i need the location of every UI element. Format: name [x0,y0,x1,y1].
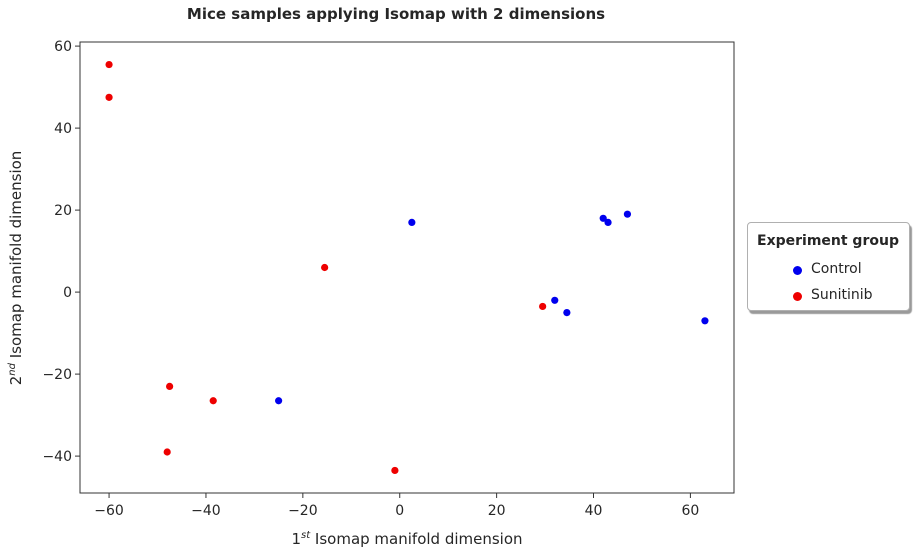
point-sunitinib [209,397,217,405]
point-control [563,309,571,317]
point-sunitinib [539,302,547,311]
legend-label-control: Control [811,261,862,277]
point-sunitinib [391,466,399,475]
x-tick-label: −20 [288,503,318,519]
x-tick-label: 60 [681,503,699,519]
chart-title: Mice samples applying Isomap with 2 dime… [187,5,605,23]
legend-marker-control [793,266,802,275]
y-tick-label: 0 [63,285,72,301]
point-sunitinib [166,382,174,390]
point-control [604,218,612,226]
y-tick-label: 60 [54,39,72,55]
point-control [599,214,607,222]
point-control [275,397,283,405]
y-axis: −40 −20 0 20 40 60 [42,39,80,465]
point-control [551,296,559,304]
x-tick-label: −60 [94,503,124,519]
legend: Experiment group Control Sunitinib [747,222,910,311]
x-axis: −60 −40 −20 0 20 40 60 [94,493,699,519]
data-points [105,60,709,475]
point-sunitinib [321,263,329,272]
y-tick-label: 40 [54,121,72,137]
point-sunitinib [163,448,171,456]
x-tick-label: 40 [585,503,603,519]
y-tick-label: −20 [42,367,72,383]
x-tick-label: −40 [191,503,221,519]
legend-marker-sunitinib [793,292,802,301]
x-axis-title: 1st Isomap manifold dimension [291,530,522,548]
x-tick-label: 0 [395,503,404,519]
point-sunitinib [105,93,113,101]
y-tick-label: −40 [42,449,72,465]
point-control [701,317,709,325]
point-control [408,218,416,226]
plot-frame [79,41,735,494]
y-axis-title: 2nd Isomap manifold dimension [7,151,25,386]
legend-label-sunitinib: Sunitinib [811,287,873,303]
y-tick-label: 20 [54,203,72,219]
x-tick-label: 20 [488,503,506,519]
legend-title: Experiment group [757,233,899,249]
point-sunitinib [105,60,113,69]
point-control [623,210,632,218]
